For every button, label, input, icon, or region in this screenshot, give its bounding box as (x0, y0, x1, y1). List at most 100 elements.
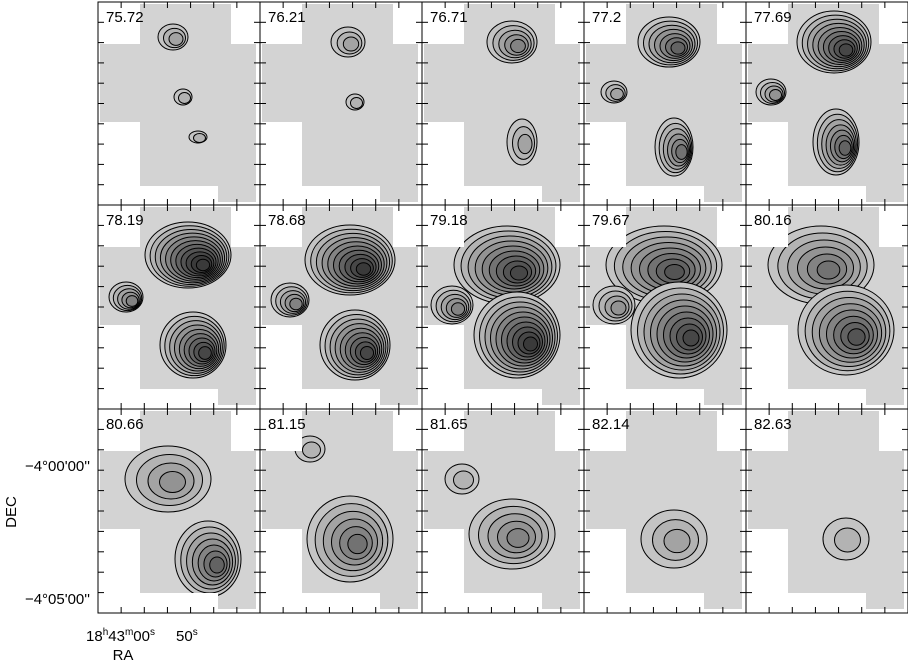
ra-part: 18 (86, 628, 103, 645)
panel: 78.68 (259, 204, 423, 410)
contour (289, 297, 303, 311)
contour (209, 556, 225, 574)
x-tick-label: 18h43m00s (86, 627, 155, 645)
velocity-label: 78.68 (268, 212, 306, 229)
panel: 75.72 (97, 1, 261, 206)
panel: 76.71 (421, 1, 585, 206)
contour (769, 89, 782, 101)
velocity-label: 77.2 (592, 9, 621, 26)
contours (755, 10, 872, 176)
panel: 82.14 (583, 408, 747, 614)
contour (663, 528, 691, 554)
contours (330, 26, 366, 111)
velocity-label: 80.16 (754, 212, 792, 229)
contour (355, 262, 372, 276)
panel: 79.18 (421, 204, 585, 410)
contour (350, 97, 363, 109)
panel: 80.66 (97, 408, 261, 614)
contours (444, 463, 556, 570)
contour (847, 328, 866, 346)
contour (506, 528, 530, 548)
velocity-label: 80.66 (106, 416, 144, 433)
ra-part: 43 (108, 628, 125, 645)
ra-part: m (125, 627, 133, 638)
contours (124, 445, 242, 598)
contour (517, 133, 533, 155)
velocity-label: 81.15 (268, 416, 306, 433)
contour (838, 140, 852, 156)
contour (675, 144, 688, 160)
contours (270, 224, 396, 381)
panel: 81.15 (259, 408, 423, 614)
panels: 75.72 76.21 76.71 77.2 77.69 78.19 78.68 79.18 7… (97, 1, 908, 614)
contours (108, 221, 232, 379)
ra-part: 50 (176, 628, 193, 645)
velocity-label: 81.65 (430, 416, 468, 433)
panel: 81.65 (421, 408, 585, 614)
contour (193, 133, 206, 143)
panel: 79.67 (583, 204, 747, 410)
x-axis-label: RA (113, 647, 134, 664)
velocity-label: 79.67 (592, 212, 630, 229)
contour (195, 258, 211, 272)
contour (682, 329, 700, 347)
coverage-mask (262, 4, 418, 202)
coverage-mask (748, 411, 904, 609)
velocity-label: 77.69 (754, 9, 792, 26)
contours (486, 20, 538, 166)
velocity-label: 75.72 (106, 9, 144, 26)
y-tick-label: −4°00'00'' (25, 458, 90, 475)
contour (359, 345, 375, 361)
velocity-label: 76.71 (430, 9, 468, 26)
ra-part: s (193, 627, 198, 638)
velocity-label: 82.63 (754, 416, 792, 433)
contour (610, 87, 624, 101)
contours (600, 16, 701, 177)
panel: 78.19 (97, 204, 261, 410)
contour (523, 336, 538, 352)
contour (342, 36, 360, 52)
contour (670, 41, 686, 55)
ra-part: 00 (133, 628, 150, 645)
contour (510, 38, 526, 54)
panel: 77.2 (583, 1, 747, 206)
coverage-mask (586, 4, 742, 202)
contour (178, 92, 191, 104)
contour (664, 264, 685, 280)
x-tick-label: 50s (176, 627, 198, 645)
ra-part: h (103, 627, 109, 638)
contour (834, 527, 861, 553)
panel: 80.16 (745, 204, 908, 410)
contours (294, 435, 394, 583)
ra-part: s (150, 627, 155, 638)
contours (157, 23, 208, 144)
contour (450, 302, 466, 316)
contour (347, 533, 368, 555)
contour (816, 260, 841, 280)
contour (610, 300, 627, 316)
contours (767, 225, 895, 376)
y-axis-label: DEC (3, 496, 20, 528)
contours (822, 517, 870, 561)
y-tick-label: −4°05'00'' (25, 591, 90, 608)
velocity-label: 79.18 (430, 212, 468, 229)
panel: 82.63 (745, 408, 908, 614)
contours (592, 225, 728, 379)
contour (453, 470, 474, 490)
coverage-mask (424, 4, 580, 202)
contours (640, 509, 708, 569)
contour (509, 265, 529, 281)
velocity-label: 82.14 (592, 416, 630, 433)
contour (159, 471, 186, 493)
velocity-label: 76.21 (268, 9, 306, 26)
contour (125, 295, 139, 307)
panel: 77.69 (745, 1, 908, 206)
contour (302, 441, 321, 459)
contour (838, 43, 854, 57)
panel: 76.21 (259, 1, 423, 206)
velocity-label: 78.19 (106, 212, 144, 229)
contours (430, 225, 561, 379)
contour (168, 32, 184, 46)
coverage-mask (586, 411, 742, 609)
